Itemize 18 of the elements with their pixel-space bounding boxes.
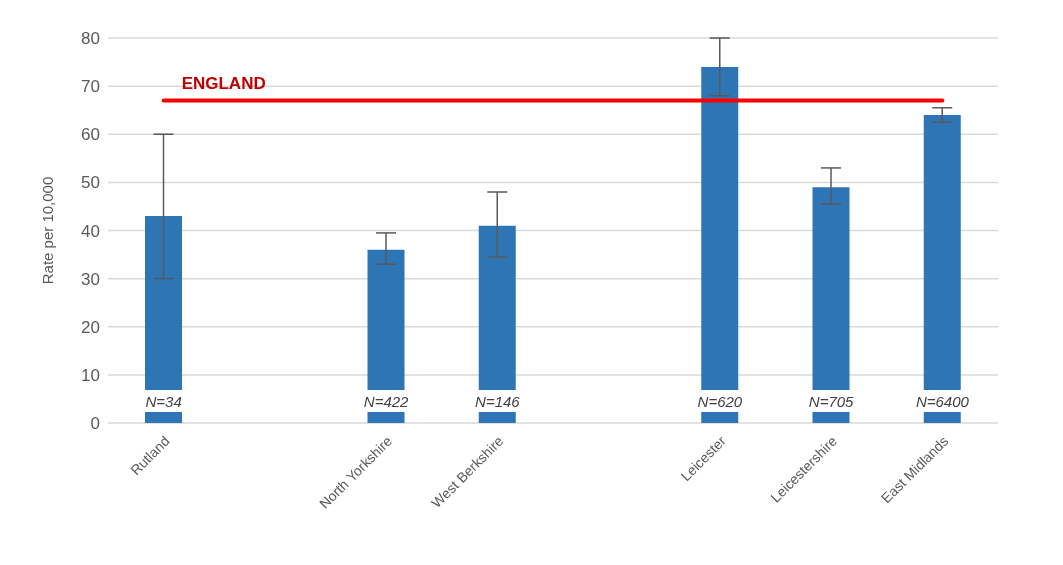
y-tick-label: 0 xyxy=(90,414,100,434)
y-tick-label: 30 xyxy=(81,269,100,289)
bar xyxy=(145,216,182,423)
ref-line-label: ENGLAND xyxy=(181,73,266,93)
y-tick-label: 70 xyxy=(81,77,100,97)
y-tick-label: 50 xyxy=(81,173,100,193)
y-tick-label: 60 xyxy=(81,125,100,145)
y-tick-label: 10 xyxy=(81,365,100,385)
annotation: N=705 xyxy=(808,393,855,410)
annotation: N=34 xyxy=(145,393,182,410)
annotation: N=146 xyxy=(475,393,521,410)
annotation: N=620 xyxy=(697,393,743,410)
annotation: N=6400 xyxy=(915,393,970,410)
y-tick-label: 40 xyxy=(81,221,100,241)
y-tick-label: 80 xyxy=(81,29,100,49)
y-axis-title: Rate per 10,000 xyxy=(39,176,57,285)
y-tick-label: 20 xyxy=(81,317,100,337)
annotation: N=422 xyxy=(363,393,410,410)
